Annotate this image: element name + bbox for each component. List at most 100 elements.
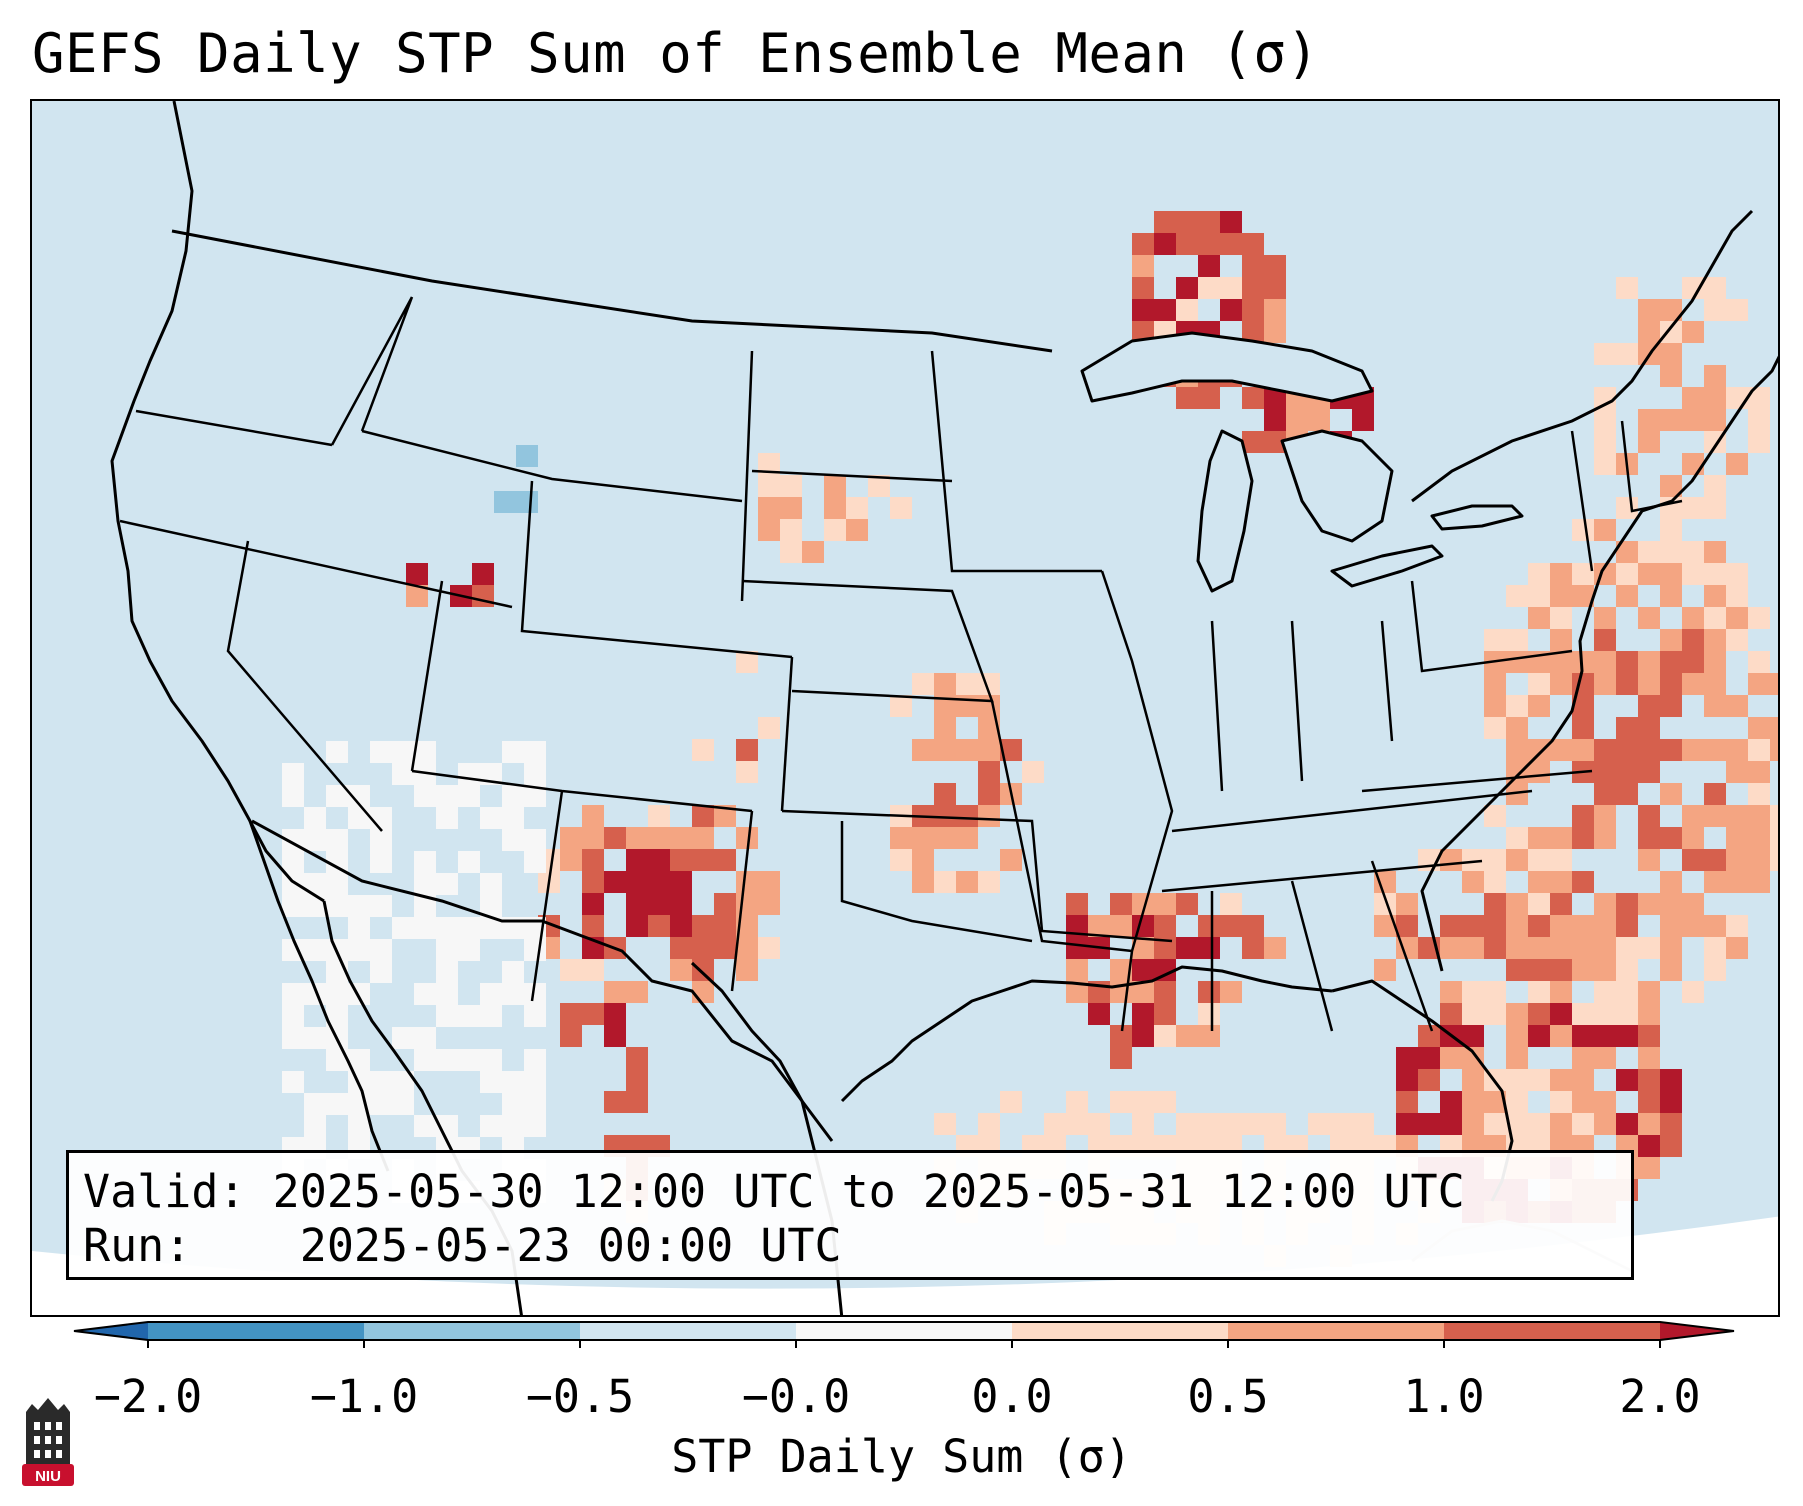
state-line-wa-or [135,409,333,447]
stp-cell [1572,1025,1594,1047]
stp-cell [1528,959,1550,981]
stp-cell [1660,915,1682,937]
stp-cell [1704,475,1726,497]
stp-cell [670,849,692,871]
stp-cell [1154,1091,1176,1113]
colorbar-bins [148,1322,1661,1340]
stp-cell [1550,1091,1572,1113]
stp-cell [1242,387,1264,409]
stp-cell [326,895,348,917]
stp-cell [582,827,604,849]
stp-cell [1022,761,1044,783]
stp-cell [1506,893,1528,915]
stp-cell [1572,871,1594,893]
stp-cell [1660,695,1682,717]
stp-cell [1682,739,1704,761]
stp-cell [282,983,304,1005]
stp-cell [1638,827,1660,849]
stp-cell [392,741,414,763]
stp-cell [1616,563,1638,585]
stp-cell [1726,607,1748,629]
stp-cell [516,491,538,513]
stp-cell [1594,805,1616,827]
us-canada-border-east [1411,209,1754,503]
stp-cell [1154,937,1176,959]
stp-cell [1726,453,1748,475]
stp-cell [1132,1003,1154,1025]
stp-cell [1726,827,1748,849]
stp-cell [1550,981,1572,1003]
stp-cell [802,541,824,563]
run-time: 2025-05-23 00:00 UTC [299,1219,842,1272]
stp-cell [1616,343,1638,365]
stp-cell [1506,1069,1528,1091]
stp-cell [370,741,392,763]
stp-cell [1528,937,1550,959]
stp-cell [1770,827,1778,849]
lake-ontario [1430,504,1524,531]
stp-cell [480,1115,502,1137]
stp-cell [1594,827,1616,849]
stp-cell [524,829,546,851]
stp-cell [436,1049,458,1071]
lake-michigan [1196,429,1254,593]
stp-cell [934,827,956,849]
stp-cell [1352,1113,1374,1135]
stp-cell [1660,541,1682,563]
stp-cell [406,563,428,585]
stp-cell [1132,299,1154,321]
stp-cell [1264,255,1286,277]
stp-cell [978,739,1000,761]
stp-cell [670,937,692,959]
stp-cell [604,1025,626,1047]
stp-cell [1682,629,1704,651]
stp-cell [626,893,648,915]
stp-cell [1176,1025,1198,1047]
stp-cell [348,939,370,961]
state-line-wy-co [520,480,793,659]
stp-cell [1616,937,1638,959]
stp-cell [1660,475,1682,497]
stp-cell [1374,915,1396,937]
stp-cell [1616,893,1638,915]
stp-cell [1484,893,1506,915]
stp-cell [1638,1113,1660,1135]
stp-cell [912,849,934,871]
stp-cell [1616,673,1638,695]
state-line-ok-tx [840,821,1033,943]
stp-cell [670,915,692,937]
state-line-ms-valley [1100,570,1174,1032]
stp-cell [1660,739,1682,761]
colorbar-tick-label: −2.0 [93,1370,203,1423]
stp-cell [1154,299,1176,321]
stp-cell [436,961,458,983]
stp-cell [1198,981,1220,1003]
stp-cell [1484,937,1506,959]
stp-cell [480,763,502,785]
stp-cell [1550,739,1572,761]
stp-cell [1220,1113,1242,1135]
state-line-ny-pa [1410,580,1573,673]
stp-cell [1374,959,1396,981]
stp-cell [1638,893,1660,915]
stp-cell [1660,519,1682,541]
stp-cell [626,1091,648,1113]
stp-cell [714,893,736,915]
stp-cell [1572,717,1594,739]
stp-cell [1242,255,1264,277]
stp-cell [1704,277,1726,299]
stp-cell [934,805,956,827]
stp-cell [1396,1069,1418,1091]
stp-cell [1704,629,1726,651]
stp-cell [502,785,524,807]
stp-cell [304,829,326,851]
stp-cell [758,893,780,915]
stp-cell [348,895,370,917]
stp-cell [348,1049,370,1071]
stp-cell [1154,893,1176,915]
colorbar-tick-label: 0.5 [1187,1370,1269,1423]
stp-cell [1264,387,1286,409]
stp-cell [1572,805,1594,827]
stp-cell [1352,409,1374,431]
stp-cell [1770,717,1778,739]
